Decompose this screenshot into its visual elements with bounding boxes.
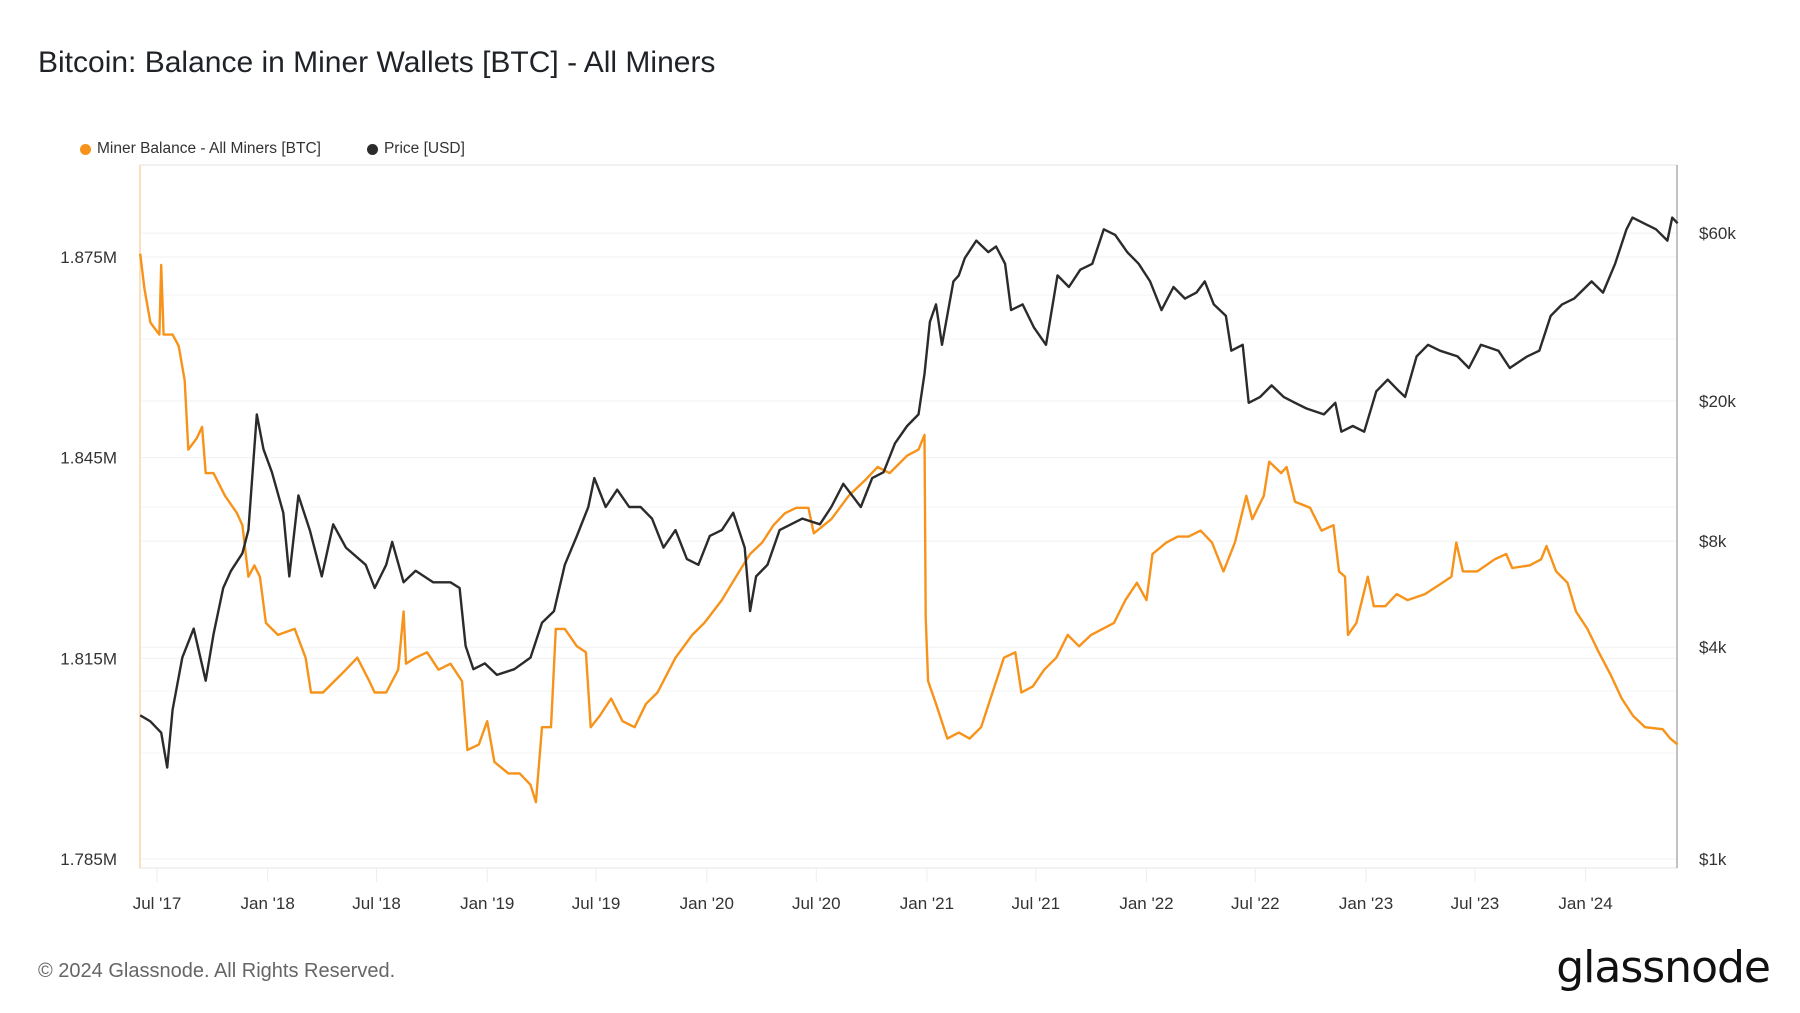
y-right-tick-label: $8k <box>1699 532 1727 551</box>
y-left-tick-label: 1.815M <box>60 649 117 668</box>
y-left-tick-label: 1.875M <box>60 248 117 267</box>
legend-item-miner-balance[interactable]: Miner Balance - All Miners [BTC] <box>80 140 321 158</box>
y-left-tick-label: 1.785M <box>60 850 117 869</box>
x-tick-label: Jul '22 <box>1231 894 1280 913</box>
x-tick-label: Jul '18 <box>352 894 401 913</box>
miner-balance-line <box>139 253 1679 804</box>
y-right-tick-label: $20k <box>1699 392 1736 411</box>
glassnode-logo: glassnode <box>1556 942 1771 993</box>
price-line <box>139 216 1679 769</box>
x-tick-label: Jul '19 <box>572 894 621 913</box>
legend-dot-orange <box>80 143 91 155</box>
x-tick-label: Jan '19 <box>460 894 514 913</box>
y-left-tick-label: 1.845M <box>60 449 117 468</box>
y-right-tick-label: $4k <box>1699 638 1727 657</box>
x-tick-label: Jul '20 <box>792 894 841 913</box>
chart-title: Bitcoin: Balance in Miner Wallets [BTC] … <box>38 46 716 79</box>
x-tick-label: Jan '21 <box>900 894 954 913</box>
x-tick-label: Jan '18 <box>241 894 295 913</box>
legend: Miner Balance - All Miners [BTC] Price [… <box>80 140 465 158</box>
x-tick-label: Jan '20 <box>680 894 734 913</box>
legend-label: Miner Balance - All Miners [BTC] <box>97 140 321 157</box>
y-right-tick-label: $60k <box>1699 224 1736 243</box>
y-right-tick-label: $1k <box>1699 850 1727 869</box>
x-tick-label: Jan '23 <box>1339 894 1393 913</box>
x-tick-label: Jul '23 <box>1451 894 1500 913</box>
legend-item-price[interactable]: Price [USD] <box>366 140 465 158</box>
legend-dot-dark <box>366 143 378 155</box>
plot-frame <box>139 164 1678 869</box>
x-tick-label: Jul '21 <box>1011 894 1060 913</box>
x-tick-label: Jan '24 <box>1558 894 1612 913</box>
copyright: © 2024 Glassnode. All Rights Reserved. <box>38 960 396 982</box>
x-tick-label: Jul '17 <box>133 894 182 913</box>
legend-label: Price [USD] <box>383 140 465 157</box>
x-tick-label: Jan '22 <box>1119 894 1173 913</box>
